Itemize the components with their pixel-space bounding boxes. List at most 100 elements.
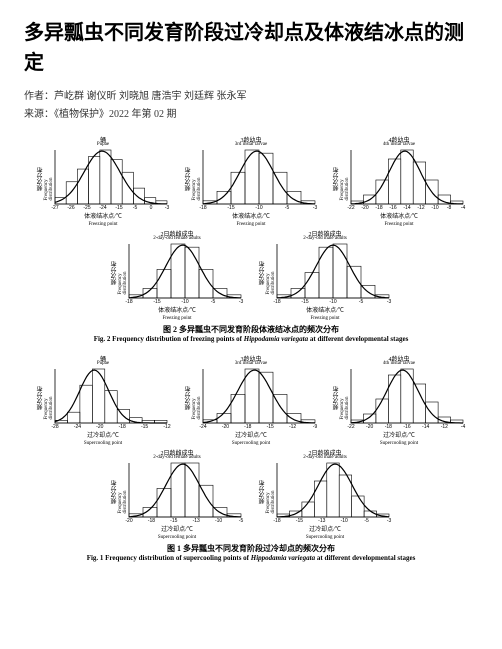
figure-1-caption-en: Fig. 1 Frequency distribution of superco… [24, 554, 478, 562]
source-line: 来源：《植物保护》2022 年第 02 期 [24, 106, 478, 124]
xtick-label: -16 [403, 424, 410, 430]
histogram-panel: 4龄幼虫4th instar larvae频次分布Frequency distr… [329, 355, 469, 441]
xtick-label: -9 [313, 424, 317, 430]
xlabel-en: Freezing point [236, 222, 265, 227]
histogram-panel: 蛹Pupae频次分布Frequency distribution体液结冰点/℃F… [33, 136, 173, 222]
xtick-label: -24 [99, 205, 106, 211]
panel-title-en: 2-day-old female adults [153, 455, 200, 460]
xlabel-cn: 过冷却点/℃ [383, 430, 415, 439]
authors-line: 作者：芦屹群 谢仪昕 刘晓旭 唐浩宇 刘廷辉 张永军 [24, 88, 478, 106]
xtick-label: -12 [441, 424, 448, 430]
xtick-label: -24 [199, 424, 206, 430]
xlabel-en: Freezing point [310, 316, 339, 321]
figure-2-caption-en: Fig. 2 Frequency distribution of freezin… [24, 335, 478, 343]
xtick-label: -18 [119, 424, 126, 430]
panel-title-en: Pupae [97, 361, 109, 366]
xtick-label: -10 [181, 299, 188, 305]
article-title: 多异瓢虫不同发育阶段过冷却点及体液结冰点的测定 [24, 18, 478, 78]
xtick-label: -15 [301, 299, 308, 305]
ylabel-en: Frequency distribution [44, 377, 54, 420]
xlabel-cn: 体液结冰点/℃ [306, 305, 344, 314]
xtick-label: -18 [273, 299, 280, 305]
panel-title-en: 3rd instar larvae [235, 142, 268, 147]
xtick-label: -3 [387, 299, 391, 305]
figure-1-caption-cn: 图 1 多异瓢虫不同发育阶段过冷却点的频次分布 [24, 543, 478, 554]
xtick-label: -18 [199, 205, 206, 211]
xtick-label: -5 [285, 205, 289, 211]
ylabel-en: Frequency distribution [340, 377, 350, 420]
xtick-label: 0 [150, 205, 153, 211]
xtick-label: -8 [447, 205, 451, 211]
xtick-label: -3 [313, 205, 317, 211]
xlabel-cn: 过冷却点/℃ [309, 524, 341, 533]
ylabel-en: Frequency distribution [44, 158, 54, 201]
panel-title-en: 4th instar larvae [383, 142, 415, 147]
xtick-label: -3 [239, 299, 243, 305]
xtick-label: -16 [389, 205, 396, 211]
panel-title-en: 2-day-old female adults [153, 236, 200, 241]
xlabel-en: Freezing point [384, 222, 413, 227]
xtick-label: -18 [244, 424, 251, 430]
xtick-label: -22 [347, 424, 354, 430]
xlabel-en: Supercooling point [158, 535, 196, 540]
histogram-panel: 2日龄雄成虫2-day-old male adults频次分布Frequency… [255, 449, 395, 535]
xtick-label: -18 [125, 299, 132, 305]
xtick-label: -18 [148, 518, 155, 524]
xlabel-cn: 过冷却点/℃ [235, 430, 267, 439]
xtick-label: -13 [193, 518, 200, 524]
xlabel-en: Supercooling point [232, 441, 270, 446]
figure-2-caption-cn: 图 2 多异瓢虫不同发育阶段体液结冰点的频次分布 [24, 324, 478, 335]
xtick-label: -12 [289, 424, 296, 430]
ylabel-en: Frequency distribution [192, 158, 202, 201]
panel-title-en: 3rd instar larvae [235, 361, 268, 366]
xlabel-en: Freezing point [88, 222, 117, 227]
xtick-label: -10 [329, 299, 336, 305]
xtick-label: -20 [125, 518, 132, 524]
xtick-label: -4 [461, 205, 465, 211]
histogram-panel: 4龄幼虫4th instar larvae频次分布Frequency distr… [329, 136, 469, 222]
xtick-label: -14 [422, 424, 429, 430]
xtick-label: -18 [375, 205, 382, 211]
xtick-label: -10 [431, 205, 438, 211]
figure-2: 蛹Pupae频次分布Frequency distribution体液结冰点/℃F… [24, 136, 478, 343]
ylabel-en: Frequency distribution [340, 158, 350, 201]
xtick-label: -20 [222, 424, 229, 430]
xtick-label: -4 [461, 424, 465, 430]
xlabel-en: Supercooling point [84, 441, 122, 446]
xtick-label: -18 [385, 424, 392, 430]
xtick-label: -15 [170, 518, 177, 524]
xtick-label: -28 [51, 424, 58, 430]
xlabel-cn: 体液结冰点/℃ [380, 211, 418, 220]
histogram-panel: 蛹Pupae频次分布Frequency distribution过冷却点/℃Su… [33, 355, 173, 441]
histogram-panel: 3龄幼虫3rd instar larvae频次分布Frequency distr… [181, 136, 321, 222]
ylabel-en: Frequency distribution [192, 377, 202, 420]
xtick-label: -5 [239, 518, 243, 524]
ylabel-en: Frequency distribution [266, 471, 276, 514]
histogram-panel: 3龄幼虫3rd instar larvae频次分布Frequency distr… [181, 355, 321, 441]
xlabel-cn: 体液结冰点/℃ [232, 211, 270, 220]
xtick-label: -13 [318, 518, 325, 524]
xtick-label: -22 [347, 205, 354, 211]
ylabel-en: Frequency distribution [118, 252, 128, 295]
xtick-label: -10 [215, 518, 222, 524]
xtick-label: -3 [387, 518, 391, 524]
xtick-label: -10 [255, 205, 262, 211]
xlabel-en: Supercooling point [380, 441, 418, 446]
xtick-label: -10 [341, 518, 348, 524]
xtick-label: -12 [417, 205, 424, 211]
xtick-label: -27 [51, 205, 58, 211]
ylabel-en: Frequency distribution [118, 471, 128, 514]
xtick-label: -3 [165, 205, 169, 211]
figure-1: 蛹Pupae频次分布Frequency distribution过冷却点/℃Su… [24, 355, 478, 562]
xtick-label: -20 [366, 424, 373, 430]
xlabel-en: Supercooling point [306, 535, 344, 540]
panel-title-en: 2-day-old male adults [303, 455, 347, 460]
xtick-label: -15 [227, 205, 234, 211]
histogram-panel: 2日龄雌成虫2-day-old female adults频次分布Frequen… [107, 449, 247, 535]
xtick-label: -20 [361, 205, 368, 211]
xlabel-en: Freezing point [162, 316, 191, 321]
histogram-panel: 2日龄雌成虫2-day-old female adults频次分布Frequen… [107, 230, 247, 316]
xtick-label: -24 [74, 424, 81, 430]
ylabel-en: Frequency distribution [266, 252, 276, 295]
figure-2-grid: 蛹Pupae频次分布Frequency distribution体液结冰点/℃F… [24, 136, 478, 316]
